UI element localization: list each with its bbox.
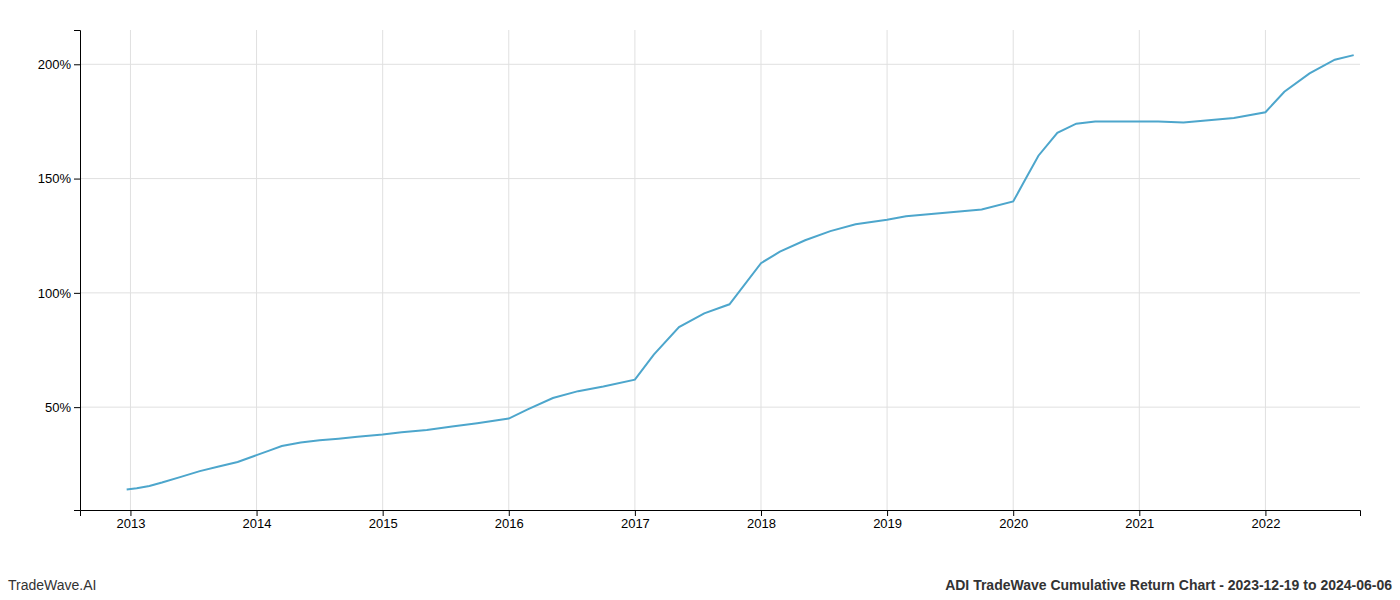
- grid-line-x: [760, 30, 761, 510]
- tick-mark: [1013, 510, 1014, 516]
- tick-mark: [887, 510, 888, 516]
- tick: 2019: [873, 510, 902, 531]
- grid-line-x: [1139, 30, 1140, 510]
- tick-label: 2016: [495, 516, 524, 531]
- grid-line-x: [634, 30, 635, 510]
- tick-mark: [74, 64, 80, 65]
- tick-mark: [635, 510, 636, 516]
- grid-line-y: [80, 64, 1360, 65]
- tick-label: 2021: [1125, 516, 1154, 531]
- tick: 2014: [243, 510, 272, 531]
- tick-label: 2020: [999, 516, 1028, 531]
- data-line: [127, 55, 1354, 489]
- tick: 50%: [45, 400, 80, 415]
- tick-label: 2019: [873, 516, 902, 531]
- tick-mark: [130, 510, 131, 516]
- grid-line-x: [382, 30, 383, 510]
- tick-mark: [257, 510, 258, 516]
- tick-label: 50%: [45, 400, 71, 415]
- tick: 2022: [1251, 510, 1280, 531]
- tick-label: 2017: [621, 516, 650, 531]
- grid-line-x: [1013, 30, 1014, 510]
- chart: 2013 2014 2015 2016 2017 2018 2019 2020 2021 2022…: [0, 0, 1400, 600]
- tick: 2017: [621, 510, 650, 531]
- tick-mark: [761, 510, 762, 516]
- tick: 200%: [38, 57, 80, 72]
- tick: 150%: [38, 171, 80, 186]
- tick-label: 2013: [116, 516, 145, 531]
- tick: 2018: [747, 510, 776, 531]
- grid-line-y: [80, 407, 1360, 408]
- grid: [80, 30, 1360, 510]
- tick-label: 2015: [369, 516, 398, 531]
- tick-mark: [74, 407, 80, 408]
- tick: 2013: [116, 510, 145, 531]
- tick-label: 2014: [243, 516, 272, 531]
- plot-area: [127, 55, 1354, 489]
- grid-line-y: [80, 292, 1360, 293]
- footer-note: TradeWave.AI: [8, 577, 96, 593]
- x-axis: 2013 2014 2015 2016 2017 2018 2019 2020 2021 2022: [81, 510, 1361, 531]
- tick-label: 150%: [38, 171, 72, 186]
- grid-line-x: [887, 30, 888, 510]
- tick: 2016: [495, 510, 524, 531]
- tick-mark: [1265, 510, 1266, 516]
- grid-line-x: [1265, 30, 1266, 510]
- axis-line: [81, 511, 1361, 517]
- grid-line-x: [508, 30, 509, 510]
- tick-label: 2018: [747, 516, 776, 531]
- grid-line-y: [80, 178, 1360, 179]
- tick-label: 100%: [38, 286, 72, 301]
- tick: 2021: [1125, 510, 1154, 531]
- tick: 100%: [38, 286, 80, 301]
- tick-mark: [383, 510, 384, 516]
- tick-mark: [74, 179, 80, 180]
- tick-label: 200%: [38, 57, 72, 72]
- tick-mark: [1139, 510, 1140, 516]
- tick: 2020: [999, 510, 1028, 531]
- tick: 2015: [369, 510, 398, 531]
- tick-mark: [509, 510, 510, 516]
- axis-line: [74, 31, 81, 511]
- tick-mark: [74, 293, 80, 294]
- grid-line-x: [256, 30, 257, 510]
- title: ADI TradeWave Cumulative Return Chart - …: [945, 577, 1392, 593]
- y-axis: 50% 100% 150% 200%: [38, 31, 81, 511]
- grid-line-x: [130, 30, 131, 510]
- tick-label: 2022: [1251, 516, 1280, 531]
